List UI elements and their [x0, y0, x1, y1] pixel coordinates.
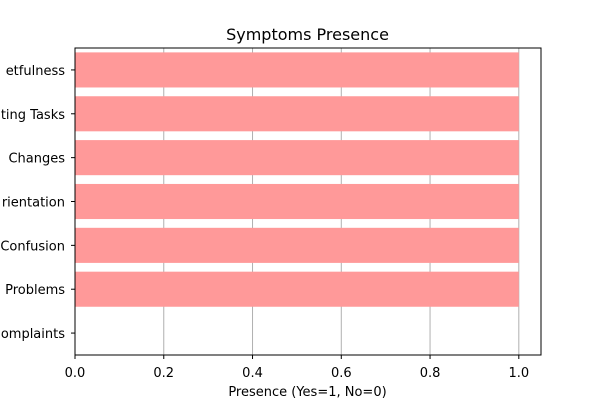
y-axis-ticks: etfulness ting Tasks Changes rientation Conf… [0, 64, 75, 342]
x-tick-label: 0.2 [153, 366, 174, 381]
x-axis-label: Presence (Yes=1, No=0) [228, 385, 386, 400]
y-tick-label: rientation [2, 196, 65, 211]
bar [75, 52, 519, 88]
x-tick-label: 0.4 [242, 366, 263, 381]
y-tick-label: Confusion [0, 239, 65, 254]
y-tick-label: Changes [8, 152, 65, 167]
bar [75, 271, 519, 307]
y-tick-label: Problems [5, 283, 65, 298]
x-axis-ticks: 0.0 0.2 0.4 0.6 0.8 1.0 [65, 355, 529, 381]
x-tick-label: 0.6 [331, 366, 352, 381]
chart-title: Symptoms Presence [226, 25, 389, 44]
bar [75, 140, 519, 176]
x-tick-label: 1.0 [508, 366, 529, 381]
bars [75, 52, 519, 307]
x-tick-label: 0.8 [420, 366, 441, 381]
y-tick-label: etfulness [6, 64, 66, 79]
bar [75, 183, 519, 220]
y-tick-label: omplaints [1, 327, 65, 342]
bar [75, 96, 519, 132]
y-tick-label: ting Tasks [1, 108, 65, 123]
x-tick-label: 0.0 [65, 366, 86, 381]
bar [75, 227, 519, 263]
